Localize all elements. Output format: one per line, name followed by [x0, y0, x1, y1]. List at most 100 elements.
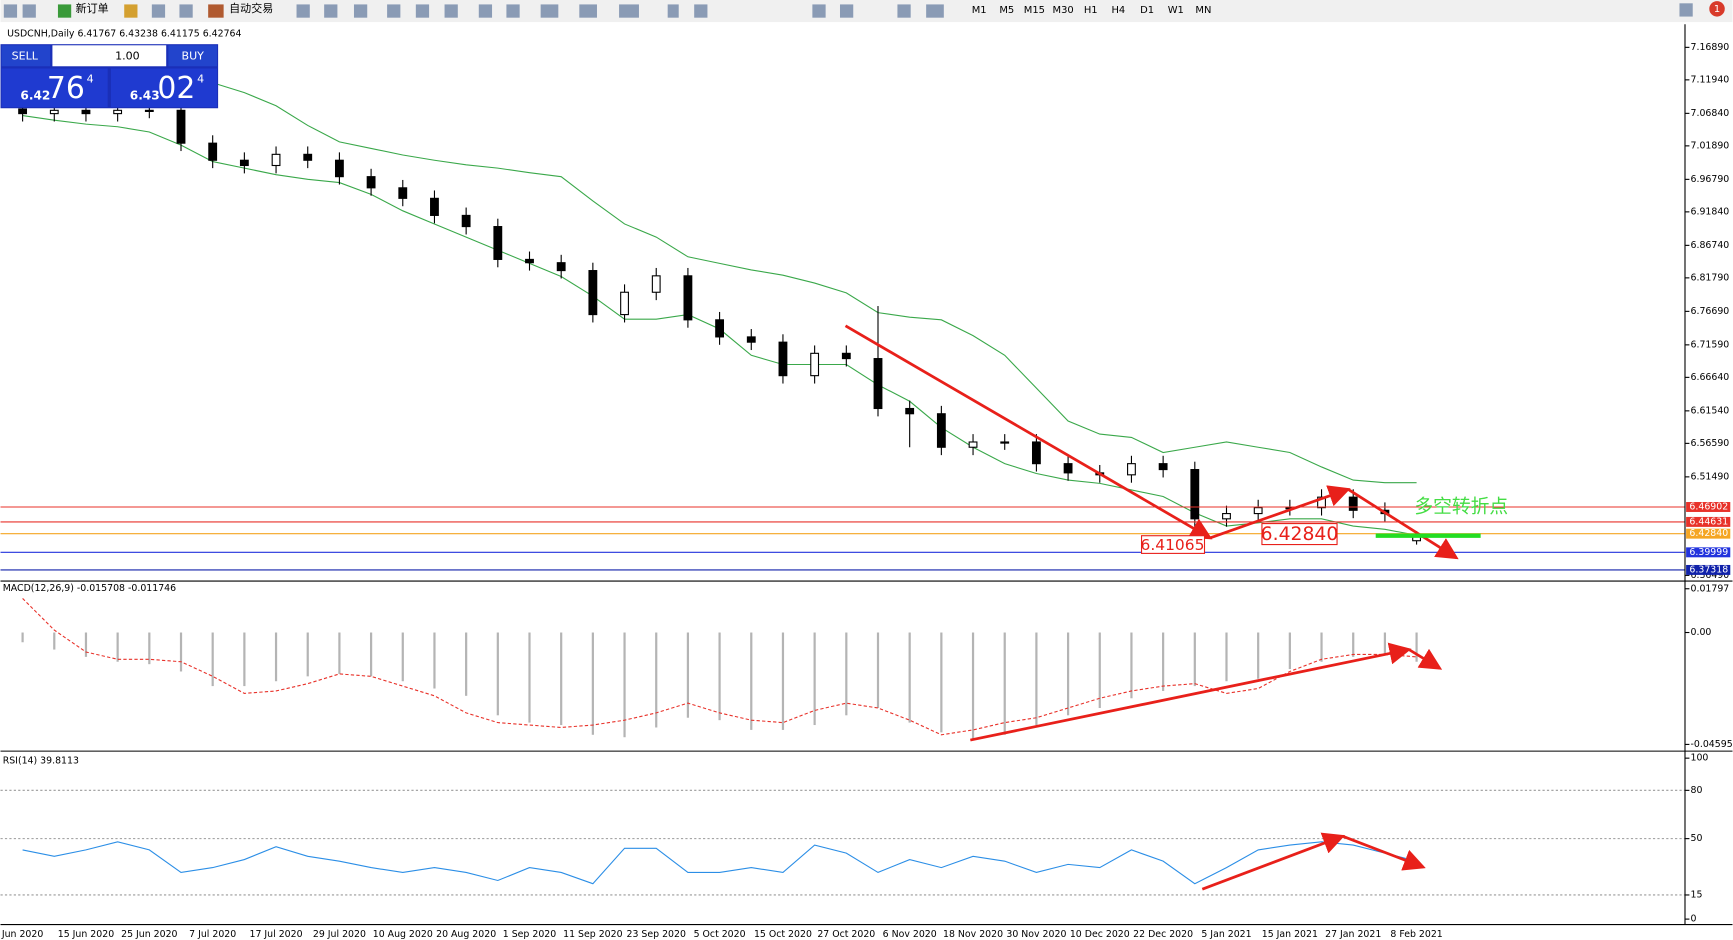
timeframe-button[interactable]: H1 — [1084, 5, 1098, 16]
candle-body — [841, 352, 851, 360]
icon[interactable] — [667, 4, 679, 18]
level-label: 6.42840 — [1689, 528, 1728, 539]
icon[interactable] — [415, 4, 430, 18]
icon[interactable] — [540, 4, 559, 18]
icon[interactable] — [124, 4, 138, 18]
icon[interactable] — [478, 4, 493, 18]
icon[interactable] — [897, 4, 911, 18]
macd-bar — [1415, 632, 1418, 662]
annotation: 6.42840 — [1261, 524, 1339, 545]
candle-body — [1317, 496, 1326, 509]
macd-bar — [1098, 632, 1101, 709]
icon[interactable] — [3, 4, 18, 18]
lot-input[interactable] — [52, 45, 167, 67]
notification-badge[interactable] — [1709, 1, 1725, 17]
icon[interactable] — [579, 4, 597, 18]
icon[interactable] — [151, 4, 166, 18]
sell-label: SELL — [12, 49, 39, 62]
timeframe-button[interactable]: M30 — [1052, 5, 1073, 16]
level-label-box — [1686, 564, 1731, 575]
icon[interactable] — [444, 4, 458, 18]
candle-body — [493, 226, 503, 260]
macd-bar — [1288, 632, 1291, 670]
timeframe-button[interactable]: M1 — [972, 5, 987, 16]
y-tick-label: 6.96790 — [1691, 174, 1730, 185]
macd-bar — [1130, 632, 1133, 699]
search-icon[interactable] — [1679, 3, 1693, 17]
icon[interactable] — [296, 4, 310, 18]
icon[interactable] — [208, 4, 224, 18]
icon[interactable] — [619, 4, 639, 18]
icon[interactable] — [353, 4, 368, 18]
trend-arrow — [1201, 832, 1346, 891]
macd-bar — [496, 632, 499, 716]
y-tick-label: 6.81790 — [1691, 272, 1730, 283]
buy-button[interactable] — [168, 45, 218, 67]
icon[interactable] — [812, 4, 826, 18]
timeframe-button[interactable]: MN — [1195, 5, 1211, 16]
icon[interactable] — [926, 4, 944, 18]
icon[interactable] — [324, 4, 338, 18]
trend-arrow — [1342, 834, 1426, 871]
icon[interactable] — [694, 4, 708, 18]
macd-bar — [781, 632, 785, 730]
trend-arrow — [1408, 648, 1443, 670]
y-tick-label: 6.71590 — [1691, 339, 1730, 350]
x-tick-label: 6 Nov 2020 — [883, 929, 937, 940]
macd-signal — [22, 598, 1417, 736]
buy-price-box[interactable] — [110, 68, 218, 108]
x-tick-label: 15 Jun 2020 — [58, 929, 114, 940]
macd-bar — [433, 632, 436, 689]
timeframe-button[interactable]: H4 — [1111, 5, 1125, 16]
candle-body — [366, 176, 376, 189]
toolbar-button[interactable]: 新订单 — [76, 1, 109, 15]
icon[interactable] — [839, 4, 854, 18]
x-tick-label: 8 Feb 2021 — [1390, 929, 1442, 940]
candle-body — [1190, 469, 1200, 520]
icon[interactable] — [506, 4, 520, 18]
icon[interactable] — [387, 4, 401, 18]
y-tick-label: 100 — [1691, 753, 1709, 764]
annotation-box — [1140, 535, 1206, 554]
timeframe-button[interactable]: M15 — [1024, 5, 1045, 16]
candle-body — [683, 275, 693, 321]
icon[interactable] — [22, 4, 36, 18]
macd-bar — [1225, 632, 1228, 682]
icon[interactable] — [57, 4, 72, 18]
candle-body — [620, 291, 629, 316]
macd-bar — [179, 632, 183, 672]
candle-body — [461, 214, 471, 228]
toolbar-button[interactable]: 自动交易 — [229, 1, 273, 15]
timeframe-button[interactable]: M5 — [999, 5, 1014, 16]
icon[interactable] — [179, 4, 193, 18]
trade-panel: SELL 1.00 BUY 6.42 76 4 6.43 02 4 — [0, 44, 219, 109]
candle-body — [968, 441, 978, 448]
timeframe-button[interactable]: D1 — [1140, 5, 1154, 16]
y-tick-label: 0.00 — [1691, 627, 1712, 638]
sell-price-big: 6.42 — [20, 89, 50, 103]
candle-body — [303, 153, 313, 161]
sell-price-box[interactable] — [1, 68, 108, 108]
y-tick-label: 0 — [1691, 914, 1697, 925]
sell-button[interactable] — [1, 45, 51, 67]
macd-bar — [148, 632, 151, 665]
candle-body — [1031, 441, 1041, 465]
x-tick-label: 27 Oct 2020 — [817, 929, 875, 940]
timeframe-button[interactable]: W1 — [1168, 5, 1184, 16]
y-tick-label: 7.11940 — [1691, 74, 1730, 85]
bollinger-band — [22, 73, 1417, 484]
macd-bar — [876, 632, 880, 709]
x-tick-label: 30 Nov 2020 — [1006, 929, 1066, 940]
macd-bar — [686, 632, 690, 718]
x-tick-label: 18 Nov 2020 — [943, 929, 1003, 940]
x-tick-label: 22 Dec 2020 — [1133, 929, 1193, 940]
macd-bar — [401, 632, 404, 682]
candle-body — [1000, 441, 1010, 444]
y-tick-label: 7.16890 — [1691, 42, 1730, 53]
macd-bar — [465, 632, 468, 696]
candle-body — [873, 358, 883, 410]
macd-bar — [1320, 632, 1323, 662]
macd-bar — [1162, 632, 1165, 691]
rsi-line — [22, 841, 1417, 885]
